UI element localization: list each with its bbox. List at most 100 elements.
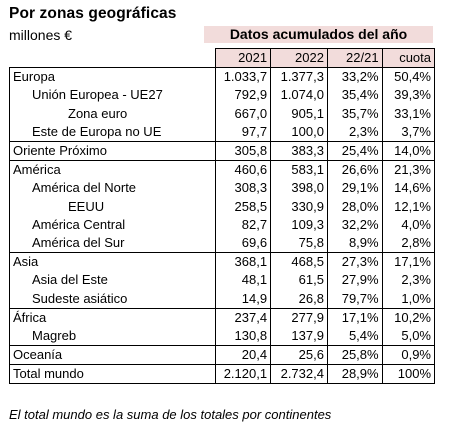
- cell-2022: 383,3: [270, 140, 328, 161]
- footnote: El total mundo es la suma de los totales…: [9, 407, 332, 422]
- cell-2021: 1.033,7: [214, 67, 272, 87]
- cell-share: 10,2%: [381, 307, 436, 327]
- cell-2022: 109,3: [270, 215, 328, 234]
- cell-variation: 27,9%: [326, 271, 383, 290]
- table-row: Europa 1.033,7 1.377,3 33,2% 50,4%: [9, 67, 436, 87]
- col-header-variation: 22/21: [326, 47, 383, 69]
- cell-share: 12,1%: [381, 197, 436, 216]
- table-row: Asia del Este 48,1 61,5 27,9% 2,3%: [9, 271, 436, 290]
- cell-2022: 277,9: [270, 307, 328, 327]
- page-title: Por zonas geográficas: [9, 5, 177, 22]
- cell-2021: 368,1: [214, 252, 272, 272]
- header-blank-cell: [9, 48, 216, 69]
- cell-share: 17,1%: [381, 252, 436, 272]
- row-label: África: [9, 307, 216, 327]
- cell-2022: 330,9: [270, 197, 328, 216]
- row-label: Zona euro: [9, 104, 216, 123]
- table-row: Asia 368,1 468,5 27,3% 17,1%: [9, 252, 436, 272]
- table-row: Oceanía 20,4 25,6 25,8% 0,9%: [9, 344, 436, 365]
- table-row: Oriente Próximo 305,8 383,3 25,4% 14,0%: [9, 140, 436, 161]
- row-label: Sudeste asiático: [9, 289, 216, 309]
- cell-2022: 2.732,4: [270, 364, 328, 385]
- cell-variation: 2,3%: [326, 122, 383, 142]
- cell-variation: 35,4%: [326, 86, 383, 105]
- cell-share: 2,3%: [381, 271, 436, 290]
- cell-share: 14,6%: [381, 179, 436, 198]
- cell-2021: 2.120,1: [214, 364, 272, 385]
- cell-2021: 792,9: [214, 86, 272, 105]
- table-row: Sudeste asiático 14,9 26,8 79,7% 1,0%: [9, 289, 436, 309]
- cell-2021: 305,8: [214, 140, 272, 161]
- cell-2021: 48,1: [214, 271, 272, 290]
- row-label: Unión Europea - UE27: [9, 86, 216, 105]
- cell-share: 21,3%: [381, 160, 436, 180]
- cell-variation: 8,9%: [326, 233, 383, 253]
- cell-share: 5,0%: [381, 326, 436, 346]
- table-header-title: Datos acumulados del año: [204, 26, 433, 43]
- col-header-2022: 2022: [270, 47, 328, 69]
- cell-2022: 137,9: [270, 326, 328, 346]
- row-label: América del Sur: [9, 233, 216, 253]
- row-label: EEUU: [9, 197, 216, 216]
- cell-2022: 905,1: [270, 104, 328, 123]
- cell-variation: 35,7%: [326, 104, 383, 123]
- cell-variation: 79,7%: [326, 289, 383, 309]
- cell-2022: 100,0: [270, 122, 328, 142]
- cell-2022: 1.377,3: [270, 67, 328, 87]
- cell-2021: 667,0: [214, 104, 272, 123]
- row-label: Oceanía: [9, 344, 216, 365]
- cell-share: 33,1%: [381, 104, 436, 123]
- data-table: 2021 2022 22/21 cuota Europa 1.033,7 1.3…: [9, 47, 436, 385]
- cell-2022: 1.074,0: [270, 86, 328, 105]
- cell-2022: 75,8: [270, 233, 328, 253]
- cell-variation: 17,1%: [326, 307, 383, 327]
- cell-share: 0,9%: [381, 344, 436, 365]
- row-label: Magreb: [9, 326, 216, 346]
- cell-share: 50,4%: [381, 67, 436, 87]
- cell-share: 39,3%: [381, 86, 436, 105]
- row-label: América: [9, 160, 216, 180]
- cell-share: 2,8%: [381, 233, 436, 253]
- cell-variation: 27,3%: [326, 252, 383, 272]
- cell-2021: 130,8: [214, 326, 272, 346]
- col-header-share: cuota: [381, 47, 436, 69]
- table-row: América del Norte 308,3 398,0 29,1% 14,6…: [9, 179, 436, 198]
- column-header-row: 2021 2022 22/21 cuota: [9, 47, 436, 69]
- table-row: Unión Europea - UE27 792,9 1.074,0 35,4%…: [9, 86, 436, 105]
- table-row: Este de Europa no UE 97,7 100,0 2,3% 3,7…: [9, 122, 436, 142]
- row-label: América del Norte: [9, 179, 216, 198]
- col-header-2021: 2021: [214, 47, 272, 69]
- cell-2022: 25,6: [270, 344, 328, 365]
- cell-2021: 20,4: [214, 344, 272, 365]
- cell-share: 3,7%: [381, 122, 436, 142]
- cell-variation: 5,4%: [326, 326, 383, 346]
- cell-2021: 308,3: [214, 179, 272, 198]
- cell-variation: 25,8%: [326, 344, 383, 365]
- row-label: Asia del Este: [9, 271, 216, 290]
- cell-share: 1,0%: [381, 289, 436, 309]
- cell-2021: 97,7: [214, 122, 272, 142]
- row-label: Total mundo: [9, 364, 216, 385]
- cell-share: 14,0%: [381, 140, 436, 161]
- table-row: EEUU 258,5 330,9 28,0% 12,1%: [9, 197, 436, 216]
- cell-2021: 82,7: [214, 215, 272, 234]
- total-row: Total mundo 2.120,1 2.732,4 28,9% 100%: [9, 364, 436, 385]
- cell-2021: 69,6: [214, 233, 272, 253]
- cell-2022: 61,5: [270, 271, 328, 290]
- table-row: América 460,6 583,1 26,6% 21,3%: [9, 160, 436, 180]
- cell-variation: 25,4%: [326, 140, 383, 161]
- table-row: África 237,4 277,9 17,1% 10,2%: [9, 307, 436, 327]
- row-label: Este de Europa no UE: [9, 122, 216, 142]
- row-label: Asia: [9, 252, 216, 272]
- cell-variation: 28,0%: [326, 197, 383, 216]
- row-label: América Central: [9, 215, 216, 234]
- cell-variation: 32,2%: [326, 215, 383, 234]
- cell-2021: 237,4: [214, 307, 272, 327]
- cell-2022: 26,8: [270, 289, 328, 309]
- cell-2021: 460,6: [214, 160, 272, 180]
- cell-2022: 468,5: [270, 252, 328, 272]
- cell-2021: 14,9: [214, 289, 272, 309]
- table-row: Magreb 130,8 137,9 5,4% 5,0%: [9, 326, 436, 346]
- cell-variation: 33,2%: [326, 67, 383, 87]
- table-row: Zona euro 667,0 905,1 35,7% 33,1%: [9, 104, 436, 123]
